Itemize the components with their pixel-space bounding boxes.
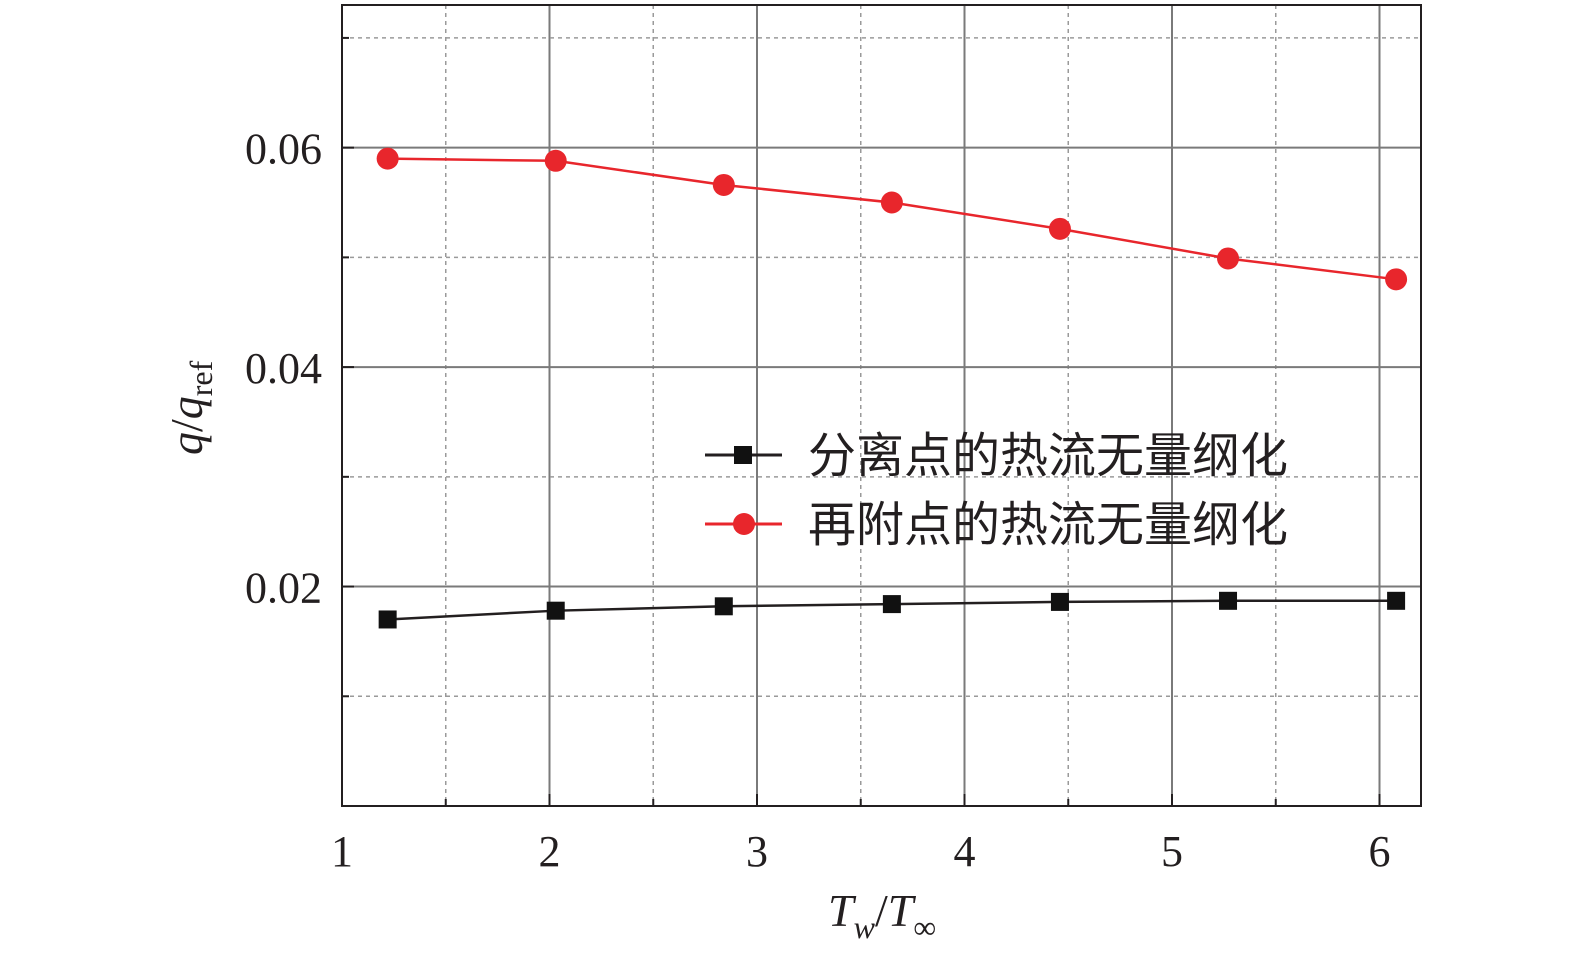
x-axis-title: Tw/T∞ — [828, 885, 936, 945]
grid — [342, 5, 1421, 806]
data-point-circle — [544, 149, 567, 172]
data-point-circle — [1385, 268, 1408, 291]
series-layer — [376, 147, 1408, 629]
x-tick-label: 4 — [954, 827, 976, 876]
x-title-sub1: w — [854, 909, 876, 945]
data-point-square — [546, 601, 565, 620]
x-tick-label: 3 — [746, 827, 768, 876]
x-title-slash: / — [875, 885, 888, 936]
data-point-circle — [880, 191, 903, 214]
x-tick-label: 5 — [1161, 827, 1183, 876]
legend-item-reattachment: 再附点的热流无量纲化 — [705, 497, 1288, 553]
legend-marker-reattachment — [733, 513, 755, 535]
data-point-square — [1387, 591, 1406, 610]
data-point-square — [882, 595, 901, 614]
data-point-circle — [1048, 217, 1071, 240]
y-axis-title: q/qref — [161, 360, 219, 455]
y-title-sub: ref — [183, 360, 219, 396]
y-title-slash: / — [161, 419, 212, 432]
legend: 分离点的热流无量纲化 再附点的热流无量纲化 — [705, 428, 1288, 553]
data-point-square — [1219, 591, 1238, 610]
x-tick-label: 2 — [539, 827, 561, 876]
x-title-sub2: ∞ — [913, 909, 936, 945]
data-point-square — [714, 597, 733, 616]
y-title-main2: q — [161, 396, 212, 419]
data-point-circle — [376, 147, 399, 170]
ticks — [341, 36, 1381, 806]
tick-labels: 1 2 3 4 5 6 0.02 0.04 0.06 — [245, 125, 1391, 876]
y-title-main: q — [161, 432, 212, 455]
legend-label-separation: 分离点的热流无量纲化 — [808, 428, 1288, 484]
data-point-circle — [712, 173, 735, 196]
legend-item-separation: 分离点的热流无量纲化 — [705, 428, 1288, 484]
plot-frame — [341, 4, 1422, 807]
y-tick-label: 0.04 — [245, 344, 322, 393]
x-title-main: T — [828, 885, 857, 936]
x-title-main2: T — [888, 885, 917, 936]
y-tick-label: 0.02 — [245, 564, 322, 613]
data-point-square — [378, 610, 397, 629]
legend-label-reattachment: 再附点的热流无量纲化 — [808, 497, 1288, 553]
series-line-1 — [387, 157, 1397, 281]
y-tick-label: 0.06 — [245, 125, 322, 174]
data-point-circle — [1217, 247, 1240, 270]
data-point-square — [1050, 592, 1069, 611]
legend-marker-separation — [734, 446, 752, 464]
x-tick-label: 1 — [331, 827, 353, 876]
x-tick-label: 6 — [1369, 827, 1391, 876]
